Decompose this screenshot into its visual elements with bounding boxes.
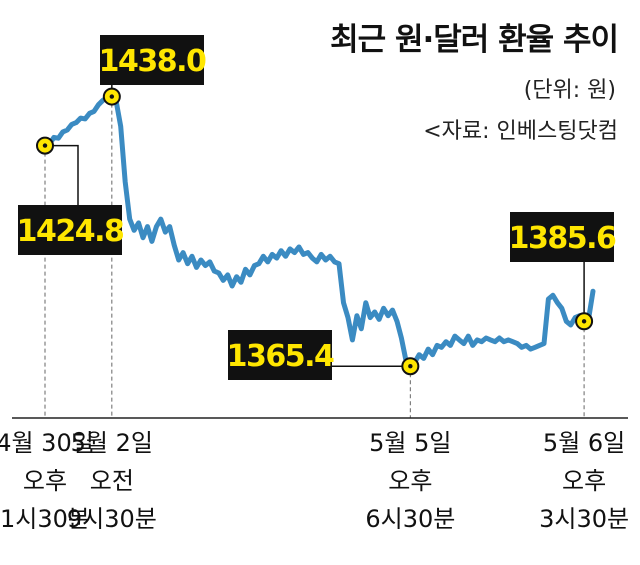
annotation-box-2 — [228, 330, 332, 380]
x-tick-label-3-2: 오후 — [562, 467, 606, 495]
x-tick-label-1-3: 9시30분 — [67, 505, 157, 533]
x-tick-label-2-1: 5월 5일 — [369, 429, 451, 457]
data-point-marker-dot-1 — [109, 94, 115, 99]
chart-title: 최근 원·달러 환율 추이 — [330, 22, 619, 58]
annotation-box-0 — [18, 205, 122, 255]
x-tick-label-1-2: 오전 — [90, 467, 134, 495]
x-tick-label-2-2: 오후 — [388, 467, 432, 495]
annotation-label-3: 1385.6 — [509, 221, 616, 256]
x-tick-label-2-3: 6시30분 — [365, 505, 455, 533]
annotation-box-1 — [100, 35, 204, 85]
annotation-label-0: 1424.8 — [17, 214, 124, 249]
annotation-label-2: 1365.4 — [227, 339, 334, 374]
data-point-marker-dot-2 — [408, 364, 413, 369]
x-tick-label-3-1: 5월 6일 — [543, 429, 625, 457]
annotation-leader-0 — [45, 144, 79, 205]
annotation-label-1: 1438.0 — [99, 44, 206, 79]
x-tick-label-0-2: 오후 — [23, 467, 67, 495]
x-tick-label-1-1: 5월 2일 — [71, 429, 153, 457]
annotation-box-3 — [510, 212, 614, 262]
series-line — [42, 94, 596, 369]
data-point-marker-dot-3 — [581, 319, 587, 324]
x-tick-label-3-3: 3시30분 — [539, 505, 629, 533]
unit-label: (단위: 원) — [523, 78, 616, 103]
x-tick-label-0-3: 1시30분 — [0, 505, 90, 533]
x-tick-label-0-1: 4월 30일 — [0, 429, 94, 457]
data-point-marker-dot-0 — [42, 143, 48, 148]
source-label: <자료: 인베스팅닷컴 — [423, 119, 618, 144]
